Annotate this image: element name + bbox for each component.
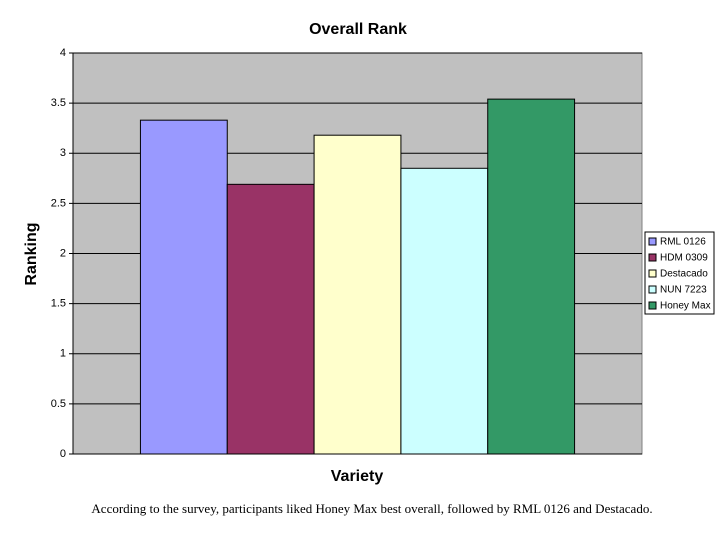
chart-title: Overall Rank: [309, 21, 407, 38]
y-tick-label: 1.5: [51, 298, 66, 310]
legend-label: Destacado: [660, 269, 708, 280]
legend-label: NUN 7223: [660, 285, 707, 296]
y-tick-label: 3: [60, 147, 66, 159]
y-axis-title: Ranking: [23, 222, 40, 285]
bar: [487, 98, 576, 455]
y-tick-label: 2.5: [51, 197, 66, 209]
legend-label: RML 0126: [660, 237, 706, 248]
caption: According to the survey, participants li…: [91, 501, 652, 516]
y-tick-label: 1: [60, 348, 66, 360]
legend-label: HDM 0309: [660, 253, 708, 264]
legend-label: Honey Max: [660, 301, 711, 312]
y-tick-label: 3.5: [51, 97, 66, 109]
y-tick-label: 2: [60, 247, 66, 259]
y-tick-label: 0: [60, 448, 66, 460]
legend-box: [644, 231, 715, 315]
legend-swatch: [648, 269, 657, 278]
x-axis-title: Variety: [331, 468, 384, 485]
legend-swatch: [648, 237, 657, 246]
legend-swatch: [648, 253, 657, 262]
legend-swatch: [648, 285, 657, 294]
bar: [226, 183, 315, 455]
legend-swatch: [648, 301, 657, 310]
bar: [313, 134, 402, 455]
bar: [139, 119, 228, 455]
y-tick-label: 4: [60, 47, 66, 59]
bar: [400, 167, 489, 455]
y-tick-label: 0.5: [51, 398, 66, 410]
